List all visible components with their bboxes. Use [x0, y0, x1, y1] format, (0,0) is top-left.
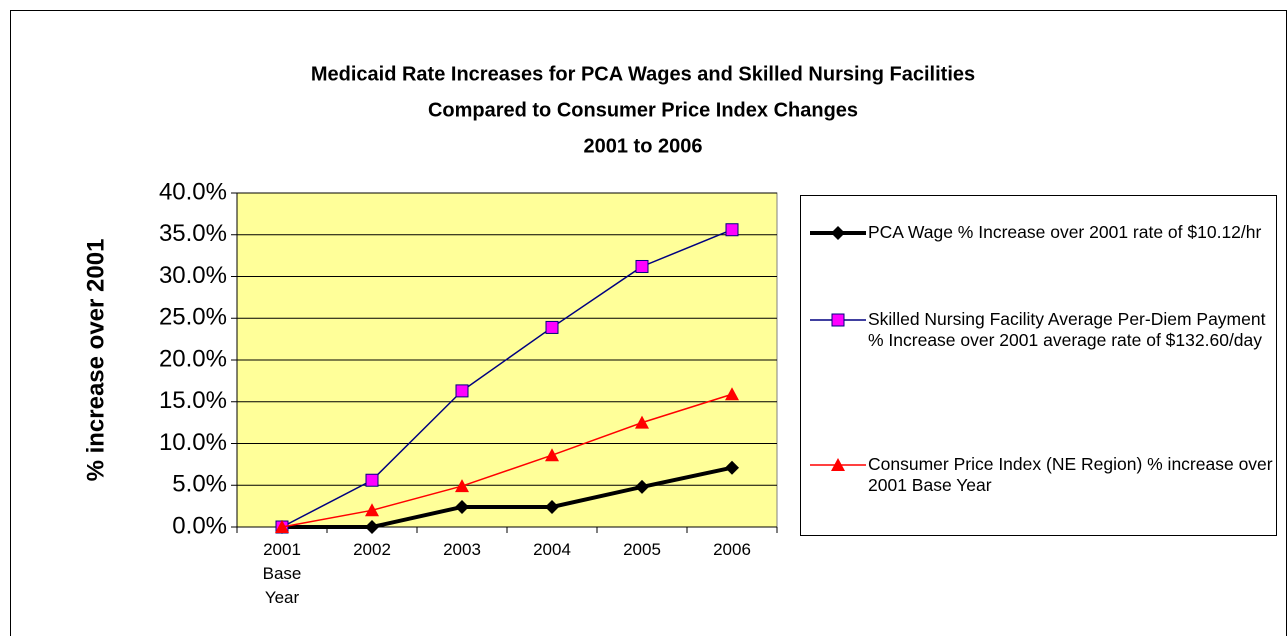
- marker: [365, 520, 379, 534]
- chart-title: 2001 to 2006: [584, 135, 703, 157]
- marker: [725, 387, 739, 401]
- x-tick-label: 2001 Base Year: [262, 540, 302, 607]
- x-tick-label: 2005: [623, 540, 661, 559]
- marker: [275, 520, 289, 533]
- marker: [831, 458, 845, 471]
- x-tick-label: 2006: [713, 540, 751, 559]
- marker: [635, 479, 649, 494]
- marker: [725, 460, 739, 475]
- legend-label: PCA Wage % Increase over 2001 rate of $1…: [868, 222, 1262, 242]
- y-tick-label: 40.0%: [159, 178, 227, 205]
- marker: [545, 499, 559, 514]
- x-tick-label: 2002: [353, 540, 391, 559]
- series-line: [281, 393, 733, 528]
- marker: [365, 473, 379, 487]
- series-line: [282, 465, 733, 529]
- y-tick-label: 35.0%: [159, 220, 227, 247]
- y-tick-label: 20.0%: [159, 345, 227, 372]
- marker: [455, 384, 469, 398]
- marker: [635, 415, 649, 429]
- y-tick-label: 15.0%: [159, 387, 227, 414]
- chart-title: Compared to Consumer Price Index Changes: [428, 99, 858, 121]
- marker: [545, 320, 559, 334]
- y-tick-label: 10.0%: [159, 429, 227, 456]
- legend-box: [800, 195, 1277, 536]
- marker: [831, 226, 845, 240]
- y-tick-label: 25.0%: [159, 304, 227, 331]
- x-tick-label: 2003: [443, 540, 481, 559]
- marker: [365, 503, 379, 517]
- legend-label: Skilled Nursing Facility Average Per-Die…: [868, 309, 1266, 350]
- marker: [455, 479, 469, 493]
- marker: [831, 313, 845, 327]
- marker: [455, 499, 469, 514]
- legend-label: Consumer Price Index (NE Region) % incre…: [868, 454, 1273, 495]
- chart-title: Medicaid Rate Increases for PCA Wages an…: [311, 63, 975, 85]
- y-tick-label: 0.0%: [172, 512, 227, 539]
- series-line: [281, 229, 733, 528]
- y-tick-label: 5.0%: [172, 471, 227, 498]
- marker: [725, 223, 739, 237]
- y-tick-label: 30.0%: [159, 262, 227, 289]
- x-tick-label: 2004: [533, 540, 571, 559]
- marker: [635, 259, 649, 273]
- marker: [545, 448, 559, 462]
- y-axis-label: % increase over 2001: [82, 239, 109, 482]
